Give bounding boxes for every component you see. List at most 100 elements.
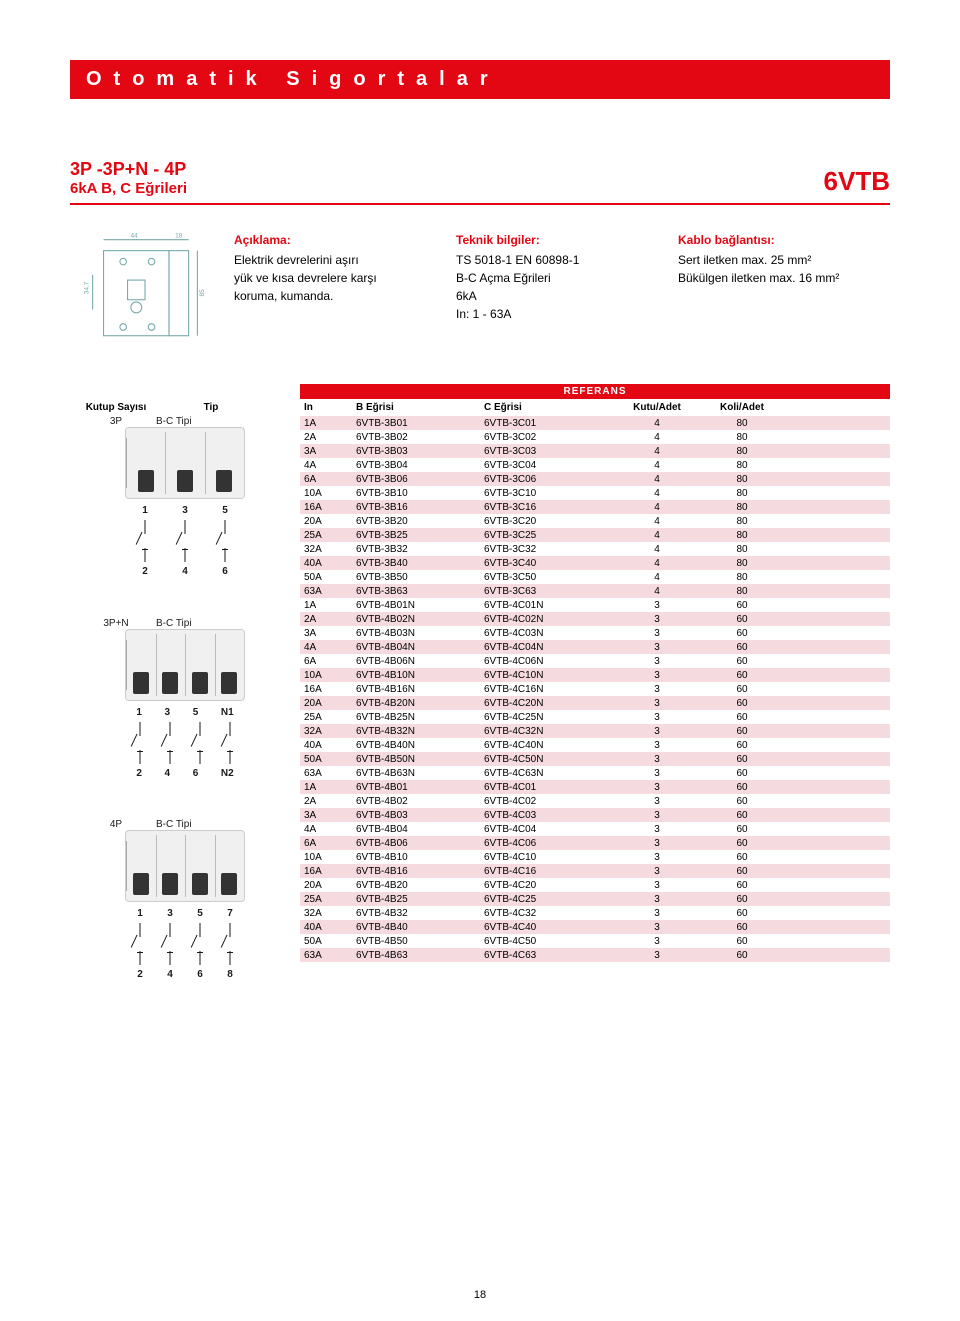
cell-in: 2A <box>300 614 356 625</box>
cell-kutu: 3 <box>612 684 702 695</box>
cell-koli: 80 <box>702 558 782 569</box>
table-row: 3A6VTB-4B036VTB-4C03360 <box>300 808 890 822</box>
terminal-numbers-bottom: 2468 <box>125 969 245 980</box>
cell-in: 4A <box>300 460 356 471</box>
info-col-2: Teknik bilgiler: TS 5018-1 EN 60898-1 B-… <box>456 231 668 356</box>
cell-ceg: 6VTB-4C02N <box>484 614 612 625</box>
info-line: yük ve kısa devrelere karşı <box>234 269 446 287</box>
cell-in: 6A <box>300 838 356 849</box>
cell-ceg: 6VTB-3C02 <box>484 432 612 443</box>
cell-koli: 60 <box>702 922 782 933</box>
cell-koli: 80 <box>702 572 782 583</box>
info-line: Sert iletken max. 25 mm² <box>678 251 890 269</box>
table-row: 6A6VTB-3B066VTB-3C06480 <box>300 472 890 486</box>
terminal-numbers-top: 1357 <box>125 908 245 919</box>
cell-koli: 80 <box>702 432 782 443</box>
cell-beg: 6VTB-3B20 <box>356 516 484 527</box>
cell-koli: 80 <box>702 502 782 513</box>
cell-beg: 6VTB-4B32 <box>356 908 484 919</box>
cell-koli: 80 <box>702 474 782 485</box>
cell-ceg: 6VTB-3C40 <box>484 558 612 569</box>
cell-kutu: 3 <box>612 712 702 723</box>
table-row: 63A6VTB-4B63N6VTB-4C63N360 <box>300 766 890 780</box>
cell-beg: 6VTB-4B25 <box>356 894 484 905</box>
cell-ceg: 6VTB-4C50N <box>484 754 612 765</box>
cell-ceg: 6VTB-4C63 <box>484 950 612 961</box>
table-row: 1A6VTB-3B016VTB-3C01480 <box>300 416 890 430</box>
cell-koli: 60 <box>702 894 782 905</box>
cell-beg: 6VTB-4B02N <box>356 614 484 625</box>
cell-ceg: 6VTB-4C10 <box>484 852 612 863</box>
cell-kutu: 3 <box>612 824 702 835</box>
table-row: 50A6VTB-4B50N6VTB-4C50N360 <box>300 752 890 766</box>
cell-koli: 80 <box>702 544 782 555</box>
cell-beg: 6VTB-4B25N <box>356 712 484 723</box>
cell-koli: 60 <box>702 670 782 681</box>
info-col-1: Açıklama: Elektrik devrelerini aşırı yük… <box>234 231 446 356</box>
cell-beg: 6VTB-4B20 <box>356 880 484 891</box>
cell-koli: 60 <box>702 782 782 793</box>
cell-beg: 6VTB-4B06N <box>356 656 484 667</box>
info-line: Elektrik devrelerini aşırı <box>234 251 446 269</box>
cell-beg: 6VTB-4B50N <box>356 754 484 765</box>
cell-in: 3A <box>300 446 356 457</box>
th-kutup: Kutup Sayısı <box>70 402 156 413</box>
table-row: 32A6VTB-4B326VTB-4C32360 <box>300 906 890 920</box>
cell-koli: 60 <box>702 642 782 653</box>
cell-kutu: 3 <box>612 614 702 625</box>
table-row: 4A6VTB-4B046VTB-4C04360 <box>300 822 890 836</box>
cell-kutu: 4 <box>612 516 702 527</box>
cell-beg: 6VTB-3B25 <box>356 530 484 541</box>
cell-ceg: 6VTB-4C06 <box>484 838 612 849</box>
cell-in: 10A <box>300 488 356 499</box>
group-kutup: 3P <box>70 416 156 427</box>
cell-beg: 6VTB-4B32N <box>356 726 484 737</box>
cell-kutu: 3 <box>612 796 702 807</box>
left-column: 3PB-C Tipi1352463P+NB-C Tipi135N1246N24P… <box>70 416 300 1021</box>
cell-koli: 60 <box>702 628 782 639</box>
table-row: 10A6VTB-4B10N6VTB-4C10N360 <box>300 668 890 682</box>
info-line: 6kA <box>456 287 668 305</box>
table-row: 63A6VTB-3B636VTB-3C63480 <box>300 584 890 598</box>
breaker-photo <box>125 427 245 499</box>
cell-beg: 6VTB-4B03N <box>356 628 484 639</box>
info-line: koruma, kumanda. <box>234 287 446 305</box>
divider <box>70 203 890 205</box>
info-heading: Açıklama: <box>234 231 446 249</box>
cell-in: 40A <box>300 922 356 933</box>
cell-kutu: 3 <box>612 838 702 849</box>
cell-ceg: 6VTB-3C50 <box>484 572 612 583</box>
info-col-3: Kablo bağlantısı: Sert iletken max. 25 m… <box>678 231 890 356</box>
circuit-diagram <box>125 923 245 965</box>
cell-kutu: 4 <box>612 502 702 513</box>
cell-ceg: 6VTB-3C25 <box>484 530 612 541</box>
circuit-diagram <box>125 520 245 562</box>
cell-beg: 6VTB-3B03 <box>356 446 484 457</box>
cell-in: 25A <box>300 712 356 723</box>
cell-ceg: 6VTB-4C50 <box>484 936 612 947</box>
th-ceg: C Eğrisi <box>484 402 612 413</box>
main-title: 3P -3P+N - 4P <box>70 159 187 180</box>
brand-code: 6VTB <box>824 166 890 197</box>
terminal-numbers-top: 135N1 <box>125 707 245 718</box>
info-line: Bükülgen iletken max. 16 mm² <box>678 269 890 287</box>
cell-koli: 60 <box>702 712 782 723</box>
cell-kutu: 4 <box>612 558 702 569</box>
cell-in: 32A <box>300 544 356 555</box>
cell-beg: 6VTB-4B16N <box>356 684 484 695</box>
cell-beg: 6VTB-3B50 <box>356 572 484 583</box>
svg-text:44: 44 <box>130 233 138 240</box>
cell-kutu: 4 <box>612 474 702 485</box>
cell-beg: 6VTB-4B40 <box>356 922 484 933</box>
column-headers: Kutup Sayısı Tip In B Eğrisi C Eğrisi Ku… <box>70 399 890 416</box>
table-row: 2A6VTB-3B026VTB-3C02480 <box>300 430 890 444</box>
table-row: 6A6VTB-4B06N6VTB-4C06N360 <box>300 654 890 668</box>
cell-in: 2A <box>300 432 356 443</box>
info-heading: Kablo bağlantısı: <box>678 231 890 249</box>
table-row: 16A6VTB-3B166VTB-3C16480 <box>300 500 890 514</box>
group-left-block: 4PB-C Tipi13572468 <box>70 819 300 1021</box>
cell-kutu: 3 <box>612 866 702 877</box>
cell-koli: 60 <box>702 614 782 625</box>
data-rows: 1A6VTB-3B016VTB-3C014802A6VTB-3B026VTB-3… <box>300 416 890 1021</box>
cell-koli: 80 <box>702 516 782 527</box>
